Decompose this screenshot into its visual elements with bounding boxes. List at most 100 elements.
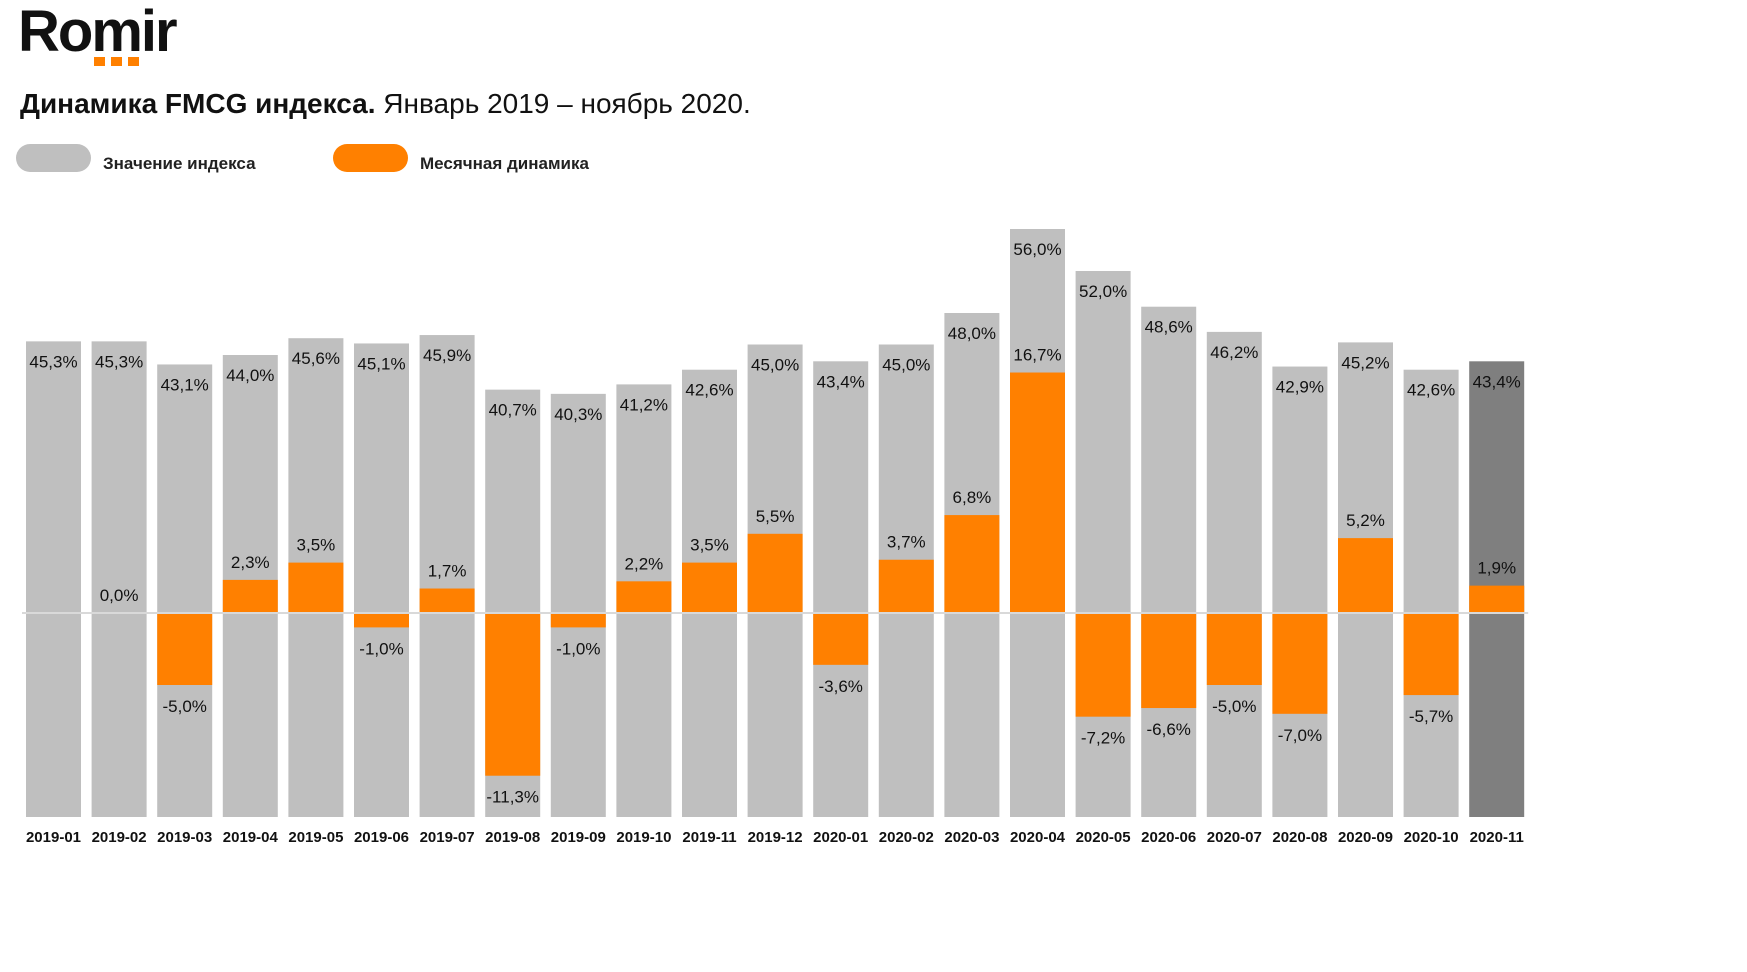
x-tick-label: 2019-08 — [485, 829, 540, 846]
x-tick-label: 2020-05 — [1076, 829, 1131, 846]
chart-title-rest: Январь 2019 – ноябрь 2020. — [375, 88, 751, 119]
romir-logo: Romir — [18, 2, 178, 62]
monthly-bar — [616, 581, 672, 613]
index-value-label: 48,0% — [948, 324, 996, 343]
legend-swatch-monthly — [333, 144, 408, 172]
monthly-value-label: 0,0% — [100, 586, 139, 605]
index-value-label: 45,9% — [423, 346, 471, 365]
index-value-label: 45,2% — [1341, 353, 1389, 372]
index-bar — [1206, 331, 1262, 817]
x-tick-label: 2020-11 — [1470, 829, 1524, 846]
monthly-bar — [1010, 372, 1065, 613]
x-tick-label: 2020-08 — [1272, 829, 1327, 846]
monthly-bar — [878, 559, 934, 613]
logo-dot — [94, 57, 105, 66]
index-value-label: 44,0% — [226, 366, 274, 385]
x-tick-label: 2019-01 — [26, 829, 81, 846]
index-value-label: 40,7% — [489, 401, 537, 420]
index-value-label: 43,4% — [1473, 372, 1521, 391]
legend-item-monthly: Месячная динамика — [333, 142, 589, 174]
monthly-bar — [222, 579, 278, 613]
monthly-bar — [1206, 613, 1262, 685]
monthly-value-label: -5,7% — [1409, 707, 1453, 726]
index-value-label: 46,2% — [1210, 343, 1258, 362]
x-tick-label: 2020-01 — [813, 829, 868, 846]
monthly-bar — [1141, 613, 1197, 709]
monthly-bar — [1272, 613, 1328, 714]
index-value-label: 45,3% — [29, 352, 77, 371]
x-tick-label: 2020-10 — [1404, 829, 1459, 846]
monthly-value-label: -1,0% — [556, 639, 600, 658]
monthly-value-label: 3,7% — [887, 533, 926, 552]
monthly-value-label: 5,5% — [756, 507, 795, 526]
monthly-value-label: 3,5% — [297, 536, 336, 555]
monthly-bar — [1469, 585, 1525, 613]
x-tick-label: 2019-07 — [420, 829, 475, 846]
monthly-value-label: -3,6% — [818, 677, 862, 696]
monthly-value-label: 3,5% — [690, 536, 729, 555]
chart-title-bold: Динамика FMCG индекса. — [20, 88, 376, 119]
monthly-bar — [944, 515, 1000, 613]
index-bar — [157, 364, 213, 817]
monthly-value-label: -6,6% — [1146, 720, 1190, 739]
monthly-bar — [419, 588, 475, 613]
logo-dots — [94, 57, 139, 66]
logo-dot — [128, 57, 139, 66]
x-tick-label: 2019-03 — [157, 829, 212, 846]
monthly-value-label: 1,7% — [428, 562, 467, 581]
monthly-bar — [1075, 613, 1131, 717]
x-tick-label: 2019-02 — [92, 829, 147, 846]
index-value-label: 43,4% — [817, 372, 865, 391]
x-tick-label: 2019-10 — [616, 829, 671, 846]
index-value-label: 45,0% — [751, 356, 799, 375]
index-value-label: 56,0% — [1013, 240, 1061, 259]
monthly-bar — [1403, 613, 1459, 696]
monthly-bar — [288, 562, 344, 613]
x-tick-label: 2020-07 — [1207, 829, 1262, 846]
index-bar — [813, 361, 869, 817]
monthly-bar — [682, 562, 737, 613]
monthly-bar — [485, 613, 541, 776]
index-value-label: 42,6% — [1407, 381, 1455, 400]
index-value-label: 41,2% — [620, 395, 668, 414]
monthly-value-label: 6,8% — [953, 488, 992, 507]
monthly-bar — [1338, 538, 1393, 613]
monthly-value-label: -1,0% — [359, 639, 403, 658]
legend-label-index: Значение индекса — [103, 154, 256, 173]
monthly-value-label: -7,2% — [1081, 729, 1125, 748]
index-bar — [1075, 271, 1131, 817]
index-bar — [91, 341, 147, 817]
monthly-value-label: -11,3% — [486, 788, 539, 807]
x-tick-label: 2019-04 — [223, 829, 279, 846]
index-value-label: 52,0% — [1079, 282, 1127, 301]
monthly-bar — [813, 613, 869, 665]
index-value-label: 40,3% — [554, 405, 602, 424]
x-tick-label: 2020-06 — [1141, 829, 1196, 846]
index-bar — [1403, 369, 1459, 817]
legend-item-index: Значение индекса — [16, 142, 256, 174]
index-value-label: 45,1% — [357, 354, 405, 373]
monthly-bar — [354, 613, 409, 628]
index-bar — [550, 393, 606, 817]
monthly-bar — [747, 533, 803, 613]
chart-title: Динамика FMCG индекса. Январь 2019 – ноя… — [20, 88, 751, 120]
monthly-bar — [157, 613, 213, 685]
x-tick-label: 2020-09 — [1338, 829, 1393, 846]
logo-dot — [111, 57, 122, 66]
index-bar — [26, 341, 81, 817]
monthly-value-label: -5,0% — [162, 697, 206, 716]
legend-label-monthly: Месячная динамика — [420, 154, 589, 173]
x-tick-label: 2019-11 — [682, 829, 736, 846]
x-tick-label: 2019-05 — [288, 829, 343, 846]
x-tick-label: 2019-09 — [551, 829, 606, 846]
monthly-bar — [550, 613, 606, 628]
monthly-value-label: 2,2% — [625, 554, 664, 573]
x-tick-label: 2020-04 — [1010, 829, 1066, 846]
x-tick-label: 2020-03 — [944, 829, 999, 846]
index-value-label: 42,6% — [685, 381, 733, 400]
index-bar — [1141, 306, 1197, 817]
monthly-value-label: 16,7% — [1013, 346, 1061, 365]
index-value-label: 45,6% — [292, 349, 340, 368]
index-value-label: 43,1% — [161, 375, 209, 394]
